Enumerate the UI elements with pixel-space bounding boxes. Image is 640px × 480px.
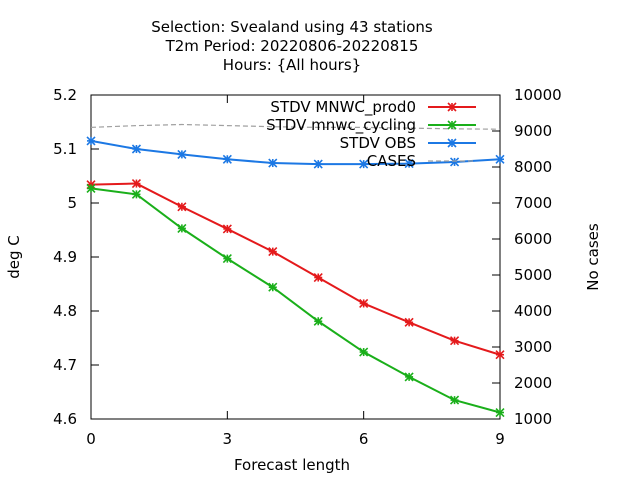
legend-marker-1 [447, 102, 457, 112]
series-1-point [222, 224, 232, 234]
y2-tick-label: 10000 [514, 86, 562, 104]
series-2-point [131, 189, 142, 199]
y-tick-label: 5.1 [53, 140, 77, 158]
title-line-3: Hours: {All hours} [223, 56, 361, 74]
y2-tick-label: 1000 [514, 410, 552, 428]
series-1-point [313, 272, 323, 283]
y2-tick-label: 2000 [514, 374, 552, 392]
series-line-1 [90, 182, 501, 356]
y2-tick-label: 9000 [514, 122, 552, 140]
series-2-point [359, 347, 369, 357]
series-1-point [268, 247, 278, 257]
y-axis-label: deg C [5, 235, 23, 279]
series-3-point [131, 144, 142, 154]
series-3-point [222, 154, 232, 164]
series-3-point [495, 154, 505, 164]
y2-tick-label: 7000 [514, 194, 552, 212]
series-2-point [177, 223, 187, 233]
series-2-point [222, 254, 232, 264]
series-2-point [86, 183, 96, 193]
legend-marker-3 [447, 138, 457, 148]
series-3-point [313, 159, 323, 169]
y-tick-label: 4.8 [53, 302, 77, 320]
series-2-point [268, 282, 278, 292]
series-1-point [359, 298, 369, 309]
series-3-point [177, 149, 187, 159]
series-line-4 [90, 123, 501, 130]
legend-marker-2 [447, 120, 457, 130]
title-line-2: T2m Period: 20220806-20220815 [165, 37, 419, 55]
y2-tick-label: 8000 [514, 158, 552, 176]
y2-axis-label: No cases [584, 223, 602, 291]
series-1-point [495, 350, 505, 360]
legend-label-4: CASES [367, 152, 416, 170]
legend-label-3: STDV OBS [340, 134, 416, 152]
x-tick-label: 0 [86, 430, 96, 448]
series-1-point [177, 202, 187, 212]
y2-tick-label: 6000 [514, 230, 552, 248]
x-tick-label: 9 [495, 430, 505, 448]
series-2-point [404, 372, 414, 382]
y2-tick-label: 3000 [514, 338, 552, 356]
x-tick-label: 6 [359, 430, 369, 448]
series-3-point [359, 159, 369, 169]
x-axis-label: Forecast length [234, 456, 350, 474]
series-line-2 [90, 187, 501, 414]
series-3-point [404, 159, 414, 169]
title-line-1: Selection: Svealand using 43 stations [151, 18, 433, 36]
y2-tick-label: 5000 [514, 266, 552, 284]
series-2-point [313, 316, 323, 326]
series-3-point [86, 136, 96, 146]
chart-title: Selection: Svealand using 43 stations T2… [151, 18, 433, 74]
series-line-3 [90, 139, 501, 166]
legend-label-1: STDV MNWC_prod0 [270, 98, 416, 117]
series-1-point [449, 336, 460, 346]
plot-area: 0 3 6 9 4.6 4.7 4.8 4.9 5 5.1 5.2 1000 2000 3000 4000 5… [53, 86, 562, 448]
y-tick-label: 4.9 [53, 248, 77, 266]
series-3-point [449, 157, 460, 167]
series-1-point [404, 317, 414, 327]
series-3-point [268, 158, 278, 168]
y-tick-label: 5 [67, 194, 77, 212]
series-1-point [131, 178, 142, 189]
y-tick-label: 4.7 [53, 356, 77, 374]
series-2-point [495, 407, 505, 418]
x-tick-label: 3 [223, 430, 233, 448]
y-tick-label: 5.2 [53, 86, 77, 104]
series-2-point [449, 395, 460, 405]
legend-label-2: STDV mnwc_cycling [266, 116, 416, 135]
y2-tick-label: 4000 [514, 302, 552, 320]
y-tick-label: 4.6 [53, 410, 77, 428]
